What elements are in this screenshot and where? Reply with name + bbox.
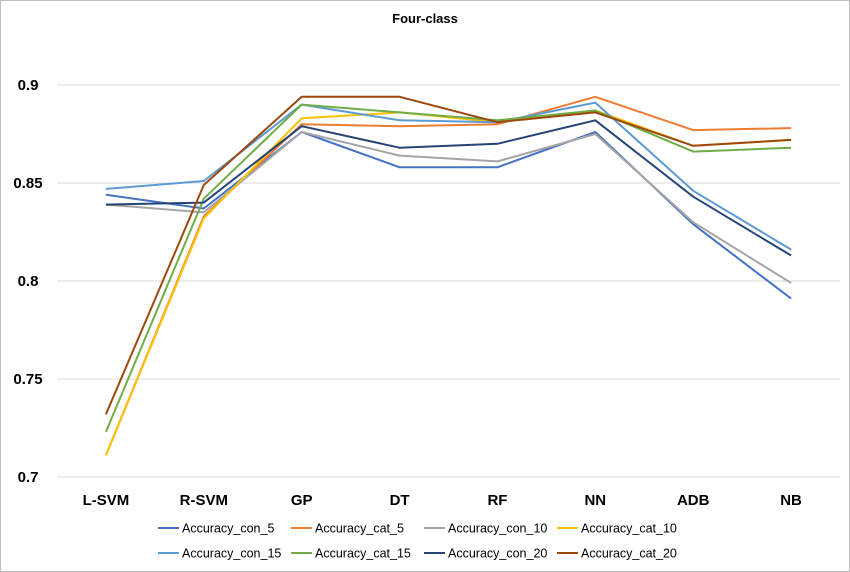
series-line-accuracy-cat-10 — [104, 109, 792, 456]
legend-label: Accuracy_con_5 — [182, 522, 274, 536]
x-axis-tick-labels: L-SVM R-SVM GP DT RF NN ADB NB — [83, 492, 802, 509]
legend: Accuracy_con_5 Accuracy_cat_5 Accuracy_con… — [158, 522, 677, 561]
x-tick-label: NN — [584, 492, 606, 509]
y-tick-label: 0.85 — [13, 175, 42, 192]
legend-label: Accuracy_cat_5 — [315, 522, 404, 536]
grid-lines — [57, 84, 840, 478]
x-tick-label: GP — [291, 492, 313, 509]
y-tick-label: 0.9 — [18, 77, 39, 94]
series-line-accuracy-cat-20 — [104, 95, 792, 415]
legend-label: Accuracy_con_10 — [448, 522, 547, 536]
series-line-accuracy-con-15 — [105, 101, 792, 251]
legend-label: Accuracy_cat_10 — [581, 522, 677, 536]
y-tick-label: 0.75 — [13, 371, 42, 388]
series-line-accuracy-con-5 — [105, 131, 792, 300]
y-axis-tick-labels: 0.7 0.75 0.8 0.85 0.9 — [13, 77, 42, 486]
legend-label: Accuracy_con_20 — [448, 547, 547, 561]
x-tick-label: L-SVM — [83, 492, 130, 509]
legend-label: Accuracy_cat_20 — [581, 547, 677, 561]
x-tick-label: NB — [780, 492, 802, 509]
y-tick-label: 0.7 — [18, 469, 39, 486]
series-lines — [104, 95, 792, 456]
series-line-accuracy-cat-15 — [104, 103, 792, 433]
series-line-accuracy-con-20 — [105, 119, 792, 257]
chart-title: Four-class — [392, 11, 458, 26]
legend-label: Accuracy_cat_15 — [315, 547, 411, 561]
y-tick-label: 0.8 — [18, 273, 39, 290]
x-tick-label: R-SVM — [180, 492, 228, 509]
x-tick-label: ADB — [677, 492, 710, 509]
x-tick-label: DT — [390, 492, 410, 509]
legend-label: Accuracy_con_15 — [182, 547, 281, 561]
series-line-accuracy-con-10 — [105, 131, 792, 284]
x-tick-label: RF — [487, 492, 507, 509]
